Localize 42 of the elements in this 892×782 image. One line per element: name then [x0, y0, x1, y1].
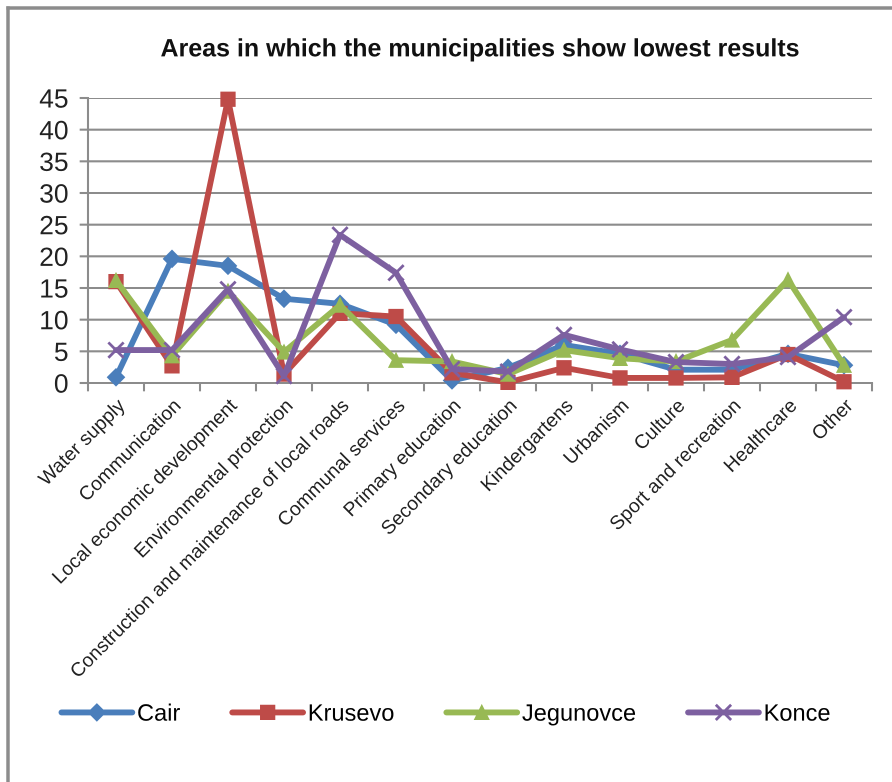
- point: [330, 226, 350, 244]
- point: [556, 360, 572, 376]
- point: [612, 350, 628, 366]
- point: [498, 362, 518, 381]
- y-tick-label: 25: [40, 216, 68, 234]
- point: [220, 92, 236, 107]
- y-tick-label: 0: [54, 374, 68, 393]
- point: [106, 341, 126, 360]
- point: [388, 352, 404, 368]
- point: [778, 348, 798, 366]
- y-tick-label: 40: [40, 120, 68, 140]
- point: [218, 256, 238, 275]
- point: [834, 308, 854, 326]
- point: [836, 374, 852, 390]
- y-tick-label: 15: [41, 279, 68, 298]
- point: [386, 264, 406, 282]
- point: [162, 341, 182, 360]
- chart-title: Areas in which the municipalities show lowest results: [161, 38, 799, 62]
- legend-label: Konce: [766, 704, 830, 721]
- point: [554, 326, 574, 344]
- point: [722, 354, 742, 374]
- y-tick-label: 20: [40, 247, 68, 266]
- point: [612, 370, 628, 386]
- point: [106, 368, 126, 386]
- y-tick-label: 45: [40, 89, 68, 108]
- y-tick-label: 30: [40, 184, 68, 203]
- legend-label: Krusevo: [310, 704, 394, 721]
- y-tick-label: 35: [40, 152, 68, 172]
- point: [162, 250, 182, 268]
- point: [274, 367, 294, 386]
- y-tick-label: 5: [54, 342, 68, 362]
- point: [668, 370, 684, 386]
- point: [724, 370, 740, 385]
- legend-label: Jegunovce: [522, 704, 636, 726]
- point: [610, 340, 630, 358]
- point: [724, 332, 740, 348]
- y-tick-label: 10: [41, 310, 68, 330]
- legend-label: Cair: [138, 704, 180, 721]
- point: [388, 308, 404, 324]
- point: [218, 280, 238, 298]
- point: [442, 360, 462, 378]
- point: [556, 342, 572, 358]
